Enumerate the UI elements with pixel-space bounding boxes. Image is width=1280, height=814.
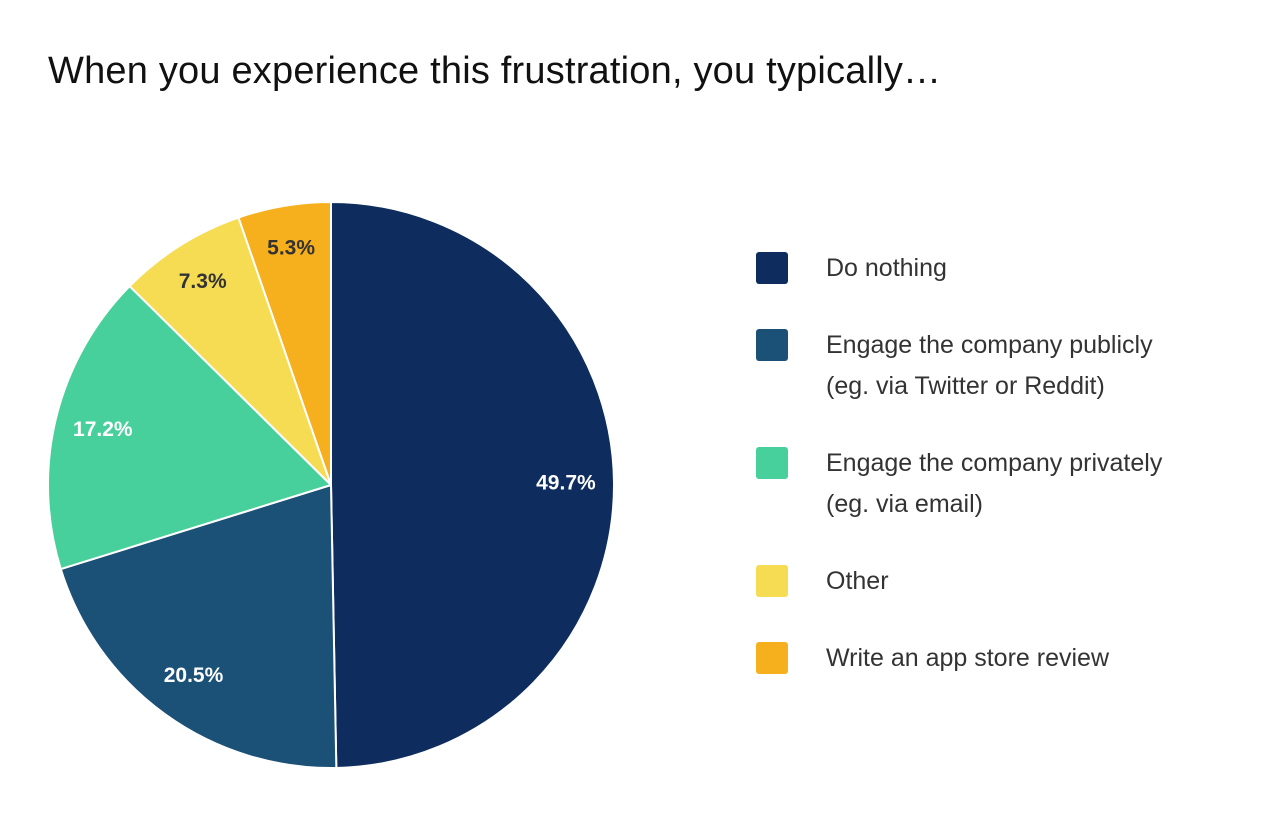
legend-label: Engage the company publicly (eg. via Twit… xyxy=(826,325,1153,407)
legend-item-1: Do nothing xyxy=(756,252,1162,289)
pie-slice-label-3: 17.2% xyxy=(73,418,133,441)
legend-label: Engage the company privately (eg. via ema… xyxy=(826,443,1162,525)
legend-swatch xyxy=(756,329,788,361)
pie-chart: 49.7% 20.5% 17.2% 7.3% 5.3% xyxy=(47,201,615,769)
chart-title: When you experience this frustration, yo… xyxy=(48,50,942,92)
pie-slice-labels: 49.7% 20.5% 17.2% 7.3% 5.3% xyxy=(73,236,596,687)
legend-item-5: Write an app store review xyxy=(756,642,1162,679)
pie-slice-label-1: 49.7% xyxy=(536,471,596,494)
legend-label-line: Write an app store review xyxy=(826,644,1109,672)
legend-item-4: Other xyxy=(756,565,1162,602)
pie-slice-3 xyxy=(47,285,332,571)
legend-label-line: Engage the company privately xyxy=(826,449,1163,477)
legend-swatch xyxy=(756,252,788,284)
legend-label-line: Other xyxy=(826,567,889,595)
legend-swatch xyxy=(756,447,788,479)
pie-slice-1 xyxy=(330,201,615,769)
legend-label-line: (eg. via Twitter or Reddit) xyxy=(826,372,1105,400)
pie-slice-4 xyxy=(128,216,332,486)
pie-slice-label-4: 7.3% xyxy=(179,270,227,293)
pie-slice-label-2: 20.5% xyxy=(164,664,224,687)
pie-slice-2 xyxy=(59,484,338,769)
pie-slice-5 xyxy=(237,201,332,486)
legend-label-line: (eg. via email) xyxy=(826,490,983,518)
pie-slice-label-5: 5.3% xyxy=(267,236,315,259)
legend-label: Do nothing xyxy=(826,248,947,289)
legend-item-2: Engage the company publicly (eg. via Twit… xyxy=(756,329,1162,407)
legend-label: Write an app store review xyxy=(826,638,1109,679)
legend-label: Other xyxy=(826,561,889,602)
legend-label-line: Do nothing xyxy=(826,254,947,282)
legend-item-3: Engage the company privately (eg. via ema… xyxy=(756,447,1162,525)
pie-slices xyxy=(47,201,615,769)
legend-swatch xyxy=(756,565,788,597)
legend: Do nothing Engage the company publicly (eg… xyxy=(756,252,1162,719)
legend-swatch xyxy=(756,642,788,674)
legend-label-line: Engage the company publicly xyxy=(826,331,1153,359)
